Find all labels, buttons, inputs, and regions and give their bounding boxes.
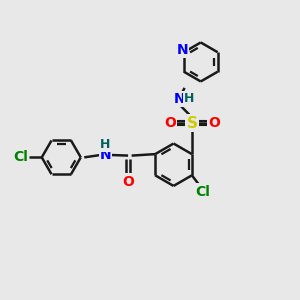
Text: O: O [164,116,176,130]
Text: Cl: Cl [196,184,211,199]
Text: H: H [100,138,111,151]
Text: O: O [122,175,134,188]
Text: O: O [208,116,220,130]
Text: S: S [186,116,197,131]
Text: H: H [184,92,194,105]
Text: Cl: Cl [13,150,28,164]
Text: N: N [177,43,188,57]
Text: N: N [173,92,185,106]
Text: N: N [100,148,111,162]
